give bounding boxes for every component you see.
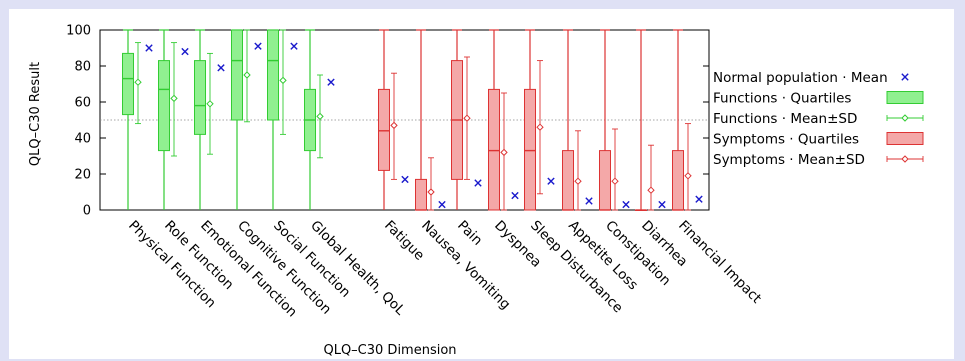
box-sleep-disturbance <box>524 29 555 211</box>
y-tick-label: 0 <box>83 204 91 219</box>
mean-marker <box>536 123 544 131</box>
mean-marker <box>316 112 324 121</box>
box-fatigue <box>378 29 409 210</box>
normal-mean-marker <box>254 42 262 50</box>
normal-mean-marker <box>401 175 409 184</box>
quartile-box <box>194 60 206 135</box>
mean-marker <box>206 100 214 108</box>
legend-label: Functions · Quartiles <box>713 91 851 107</box>
quartile-box <box>599 150 611 211</box>
legend-label: Symptoms · Mean±SD <box>713 152 865 168</box>
legend-label: Functions · Mean±SD <box>713 111 857 127</box>
y-axis-label: QLQ–C30 Result <box>28 62 43 166</box>
legend-item: Functions · Mean±SD <box>713 111 924 127</box>
quartile-box <box>158 60 170 152</box>
normal-mean-marker <box>622 200 630 209</box>
quartile-box <box>122 52 134 116</box>
quartile-box <box>488 88 500 211</box>
legend-box-swatch <box>886 132 924 145</box>
mean-marker <box>463 114 471 122</box>
quartile-box <box>524 88 536 211</box>
mean-marker <box>390 121 398 130</box>
normal-mean-marker <box>145 44 153 52</box>
normal-mean-marker <box>438 200 446 209</box>
normal-mean-marker <box>290 42 298 50</box>
box-cognitive-function <box>231 29 262 210</box>
normal-mean-marker <box>547 177 555 185</box>
legend-item: Symptoms · Mean±SD <box>713 152 924 168</box>
box-constipation <box>599 29 630 211</box>
box-dyspnea <box>488 29 519 211</box>
quartile-box <box>231 29 243 121</box>
quartile-box <box>672 150 684 211</box>
normal-mean-marker <box>585 197 593 205</box>
mean-marker <box>427 188 435 196</box>
legend-mean-marker <box>901 114 909 122</box>
legend-box-swatch <box>886 91 924 104</box>
legend-item: Normal population · Mean <box>713 70 909 86</box>
legend-item: Symptoms · Quartiles <box>713 132 924 148</box>
box-appetite-loss <box>562 29 593 211</box>
y-tick-label: 40 <box>74 132 91 147</box>
y-tick-label: 80 <box>74 60 91 75</box>
legend: Normal population · Mean Functions · Quar… <box>713 70 924 168</box>
normal-mean-marker <box>695 195 703 203</box>
x-tick-label: Financial Impact <box>675 218 764 307</box>
mean-marker <box>243 71 251 79</box>
quartile-box <box>562 150 574 211</box>
x-tick-label: Pain <box>454 218 485 249</box>
box-financial-impact <box>672 29 703 211</box>
mean-marker <box>134 78 142 86</box>
box-diarrhea <box>635 29 666 211</box>
mean-marker <box>500 148 508 157</box>
y-tick-label: 100 <box>66 24 91 39</box>
x-tick-label: Fatigue <box>381 218 427 264</box>
box-role-function <box>158 29 189 210</box>
box-physical-function <box>122 29 153 210</box>
mean-marker <box>170 94 178 103</box>
mean-marker <box>574 177 582 185</box>
mean-marker <box>684 172 692 180</box>
mean-marker <box>647 186 655 194</box>
chart-frame: 0 20 40 60 80 100 Physical Function Role Functi… <box>9 9 954 359</box>
normal-mean-marker <box>217 64 225 72</box>
mean-marker <box>279 76 287 85</box>
legend-label: Symptoms · Quartiles <box>713 132 859 148</box>
normal-mean-marker <box>181 47 189 56</box>
x-axis-label: QLQ–C30 Dimension <box>323 343 456 358</box>
box-emotional-function <box>194 29 225 210</box>
normal-mean-marker <box>474 179 482 187</box>
y-tick-label: 60 <box>74 96 91 111</box>
quartile-box <box>415 178 427 211</box>
normal-mean-marker <box>327 78 335 86</box>
quartile-box <box>378 88 390 171</box>
box-social-function <box>267 29 298 210</box>
box-nausea-vomiting <box>415 29 446 211</box>
quartile-box <box>267 29 279 121</box>
normal-mean-marker <box>658 200 666 209</box>
legend-item: Functions · Quartiles <box>713 91 924 107</box>
y-tick-label: 20 <box>74 168 91 183</box>
box-pain <box>451 29 482 210</box>
box-global-health-qol <box>304 29 335 210</box>
legend-normal-marker <box>901 73 909 81</box>
mean-marker <box>611 177 619 185</box>
legend-label: Normal population · Mean <box>713 70 888 86</box>
legend-mean-marker <box>901 155 909 163</box>
normal-mean-marker <box>511 191 519 200</box>
